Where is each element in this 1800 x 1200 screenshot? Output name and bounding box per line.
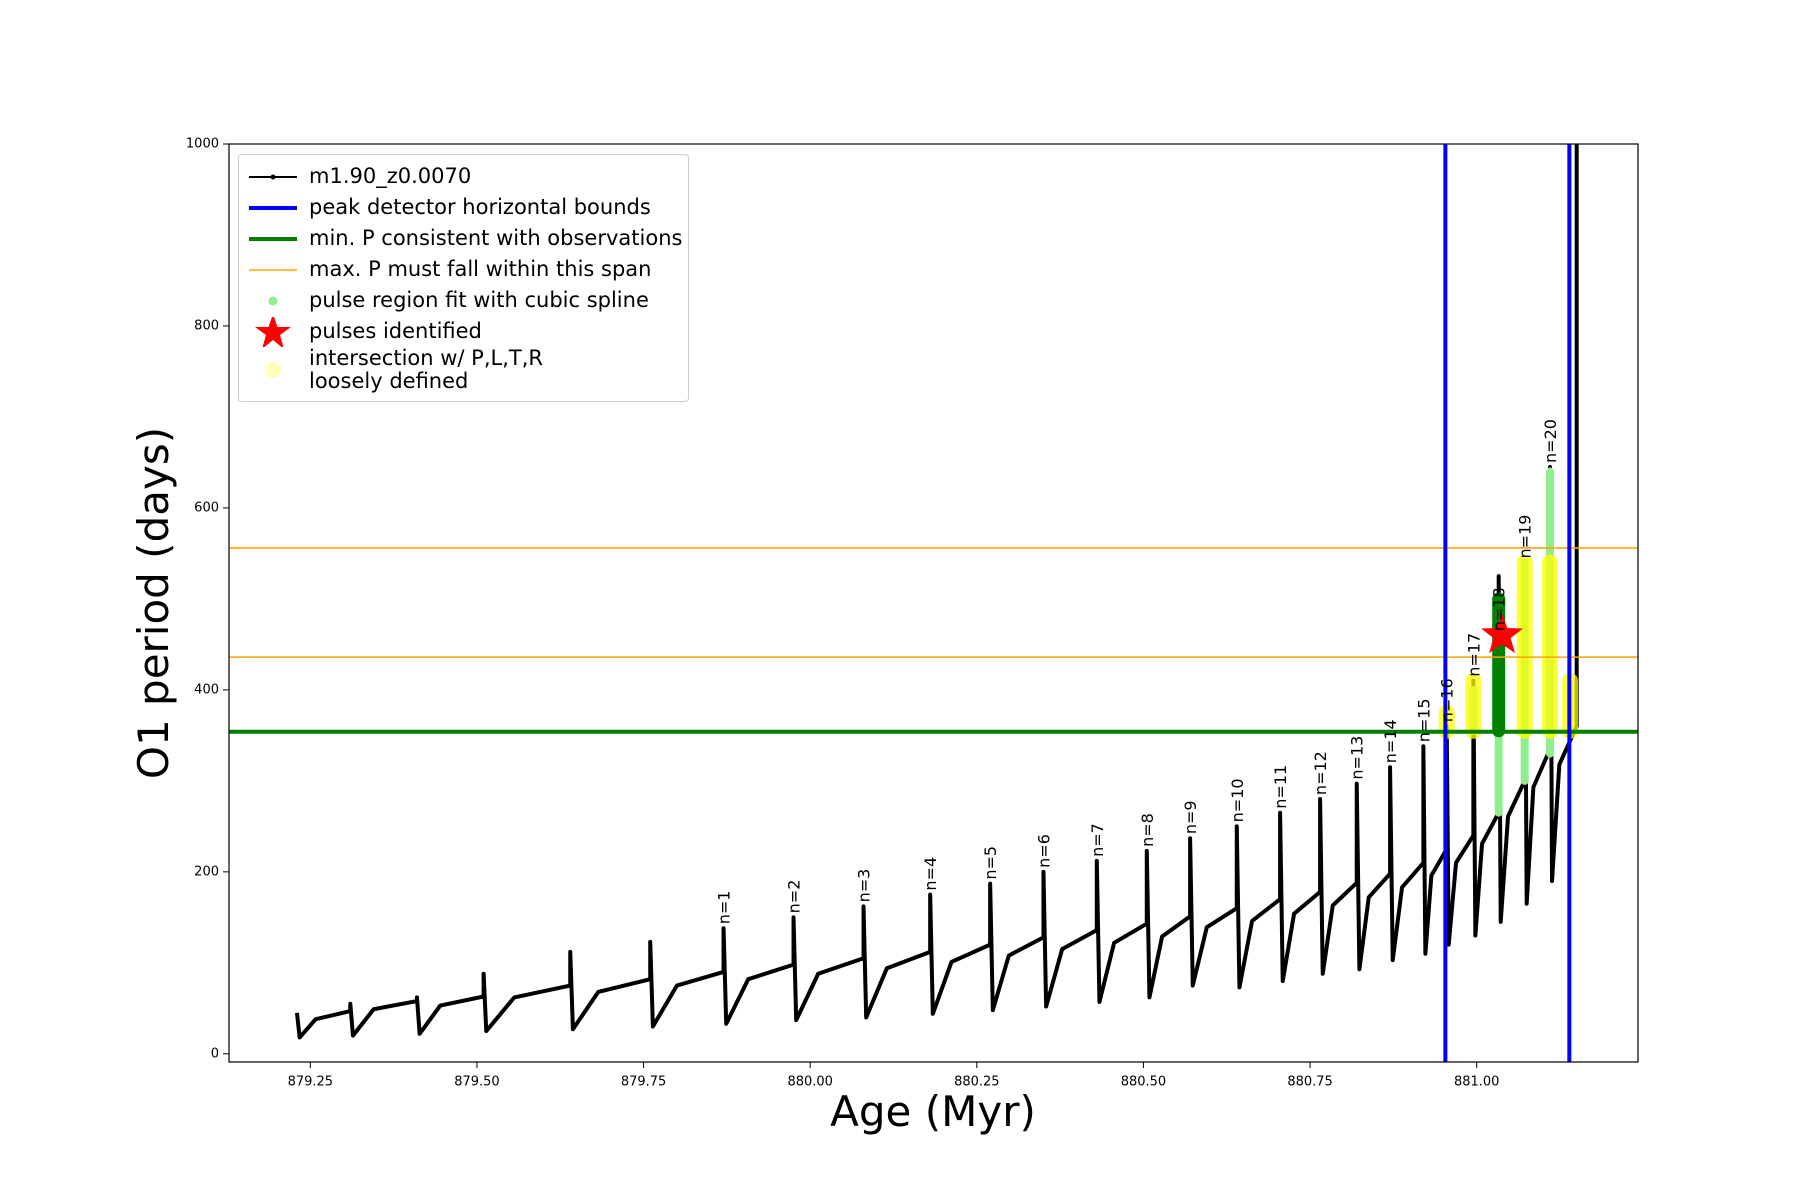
legend-item: max. P must fall within this span	[239, 254, 688, 285]
legend-item: pulses identified	[239, 316, 688, 347]
x-tick-label: 880.75	[1287, 1075, 1333, 1090]
y-axis-label: O1 period (days)	[129, 427, 178, 779]
y-tick-label: 400	[194, 682, 219, 697]
pulse-annotation: n=15	[1414, 698, 1433, 742]
pulse-annotation: n=16	[1438, 678, 1457, 722]
x-tick-label: 881.00	[1454, 1075, 1500, 1090]
pulse-annotation: n=5	[981, 846, 1000, 880]
legend-label: m1.90_z0.0070	[309, 164, 472, 188]
x-tick-label: 880.50	[1121, 1075, 1167, 1090]
legend-label: max. P must fall within this span	[309, 257, 652, 281]
pulse-star	[1481, 613, 1523, 654]
legend-icon	[249, 268, 297, 271]
pulse-annotation: n=4	[921, 857, 940, 891]
legend-label: pulse region fit with cubic spline	[309, 288, 649, 312]
legend-item: m1.90_z0.0070	[239, 161, 688, 192]
y-tick-label: 200	[194, 864, 219, 879]
legend: m1.90_z0.0070 peak detector horizontal b…	[238, 154, 689, 402]
x-tick-label: 879.75	[621, 1075, 667, 1090]
x-tick-label: 880.25	[954, 1075, 1000, 1090]
legend-item: peak detector horizontal bounds	[239, 192, 688, 223]
x-axis-label: Age (Myr)	[830, 1087, 1036, 1136]
pulse-annotation: n=20	[1541, 419, 1560, 463]
x-tick-label: 879.50	[454, 1075, 500, 1090]
pulse-annotation: n=14	[1381, 719, 1400, 763]
pulse-annotation: n=7	[1088, 823, 1107, 857]
pulse-annotation: n=12	[1311, 751, 1330, 795]
y-tick-label: 1000	[186, 137, 219, 152]
pulse-annotation: n=2	[785, 880, 804, 914]
legend-label: intersection w/ P,L,T,R loosely defined	[309, 346, 543, 393]
legend-icon	[255, 316, 291, 347]
y-tick-label: 800	[194, 318, 219, 333]
y-tick-label: 600	[194, 500, 219, 515]
legend-item: intersection w/ P,L,T,R loosely defined	[239, 347, 688, 393]
data-line	[294, 144, 1579, 1040]
plot-frame	[228, 143, 1639, 1063]
y-tick-label: 0	[211, 1046, 219, 1061]
legend-icon	[249, 174, 297, 179]
legend-icon	[249, 205, 297, 210]
pulse-annotation: n=6	[1034, 834, 1053, 868]
pulse-annotation: n=8	[1138, 813, 1157, 847]
x-tick-label: 880.00	[787, 1075, 833, 1090]
legend-item: min. P consistent with observations	[239, 223, 688, 254]
legend-label: min. P consistent with observations	[309, 226, 683, 250]
legend-item: pulse region fit with cubic spline	[239, 285, 688, 316]
pulse-annotation: n=9	[1181, 800, 1200, 834]
pulse-annotation: n=19	[1516, 515, 1535, 559]
legend-icon	[265, 362, 281, 378]
pulse-annotation: n=18	[1490, 587, 1509, 631]
legend-icon	[249, 236, 297, 241]
pulse-annotation: n=17	[1464, 633, 1483, 677]
legend-label: pulses identified	[309, 319, 482, 343]
pulse-annotation: n=13	[1348, 736, 1367, 780]
pulse-annotation: n=1	[715, 891, 734, 925]
pulse-annotation: n=10	[1228, 778, 1247, 822]
pulse-annotation: n=3	[855, 869, 874, 903]
pulse-annotation: n=11	[1271, 765, 1290, 809]
legend-label: peak detector horizontal bounds	[309, 195, 651, 219]
x-tick-label: 879.25	[288, 1075, 334, 1090]
legend-icon	[268, 296, 278, 305]
